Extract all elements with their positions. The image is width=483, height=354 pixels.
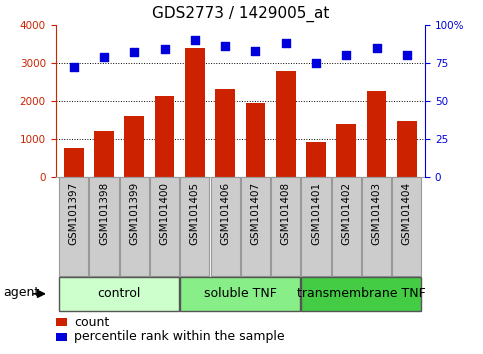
- FancyBboxPatch shape: [301, 277, 421, 311]
- Text: soluble TNF: soluble TNF: [204, 287, 277, 300]
- Text: control: control: [98, 287, 141, 300]
- FancyBboxPatch shape: [59, 177, 88, 276]
- Text: GSM101397: GSM101397: [69, 182, 79, 245]
- Bar: [155, 96, 174, 177]
- Point: [282, 40, 290, 46]
- Title: GDS2773 / 1429005_at: GDS2773 / 1429005_at: [152, 6, 329, 22]
- Bar: [185, 48, 205, 177]
- Point: [161, 46, 169, 52]
- FancyBboxPatch shape: [332, 177, 361, 276]
- Point: [252, 48, 259, 53]
- FancyBboxPatch shape: [59, 277, 179, 311]
- FancyBboxPatch shape: [180, 277, 300, 311]
- Point: [130, 49, 138, 55]
- Bar: [94, 131, 114, 177]
- FancyBboxPatch shape: [211, 177, 240, 276]
- Text: count: count: [74, 316, 109, 329]
- FancyBboxPatch shape: [241, 177, 270, 276]
- Bar: [64, 148, 84, 177]
- Text: GSM101406: GSM101406: [220, 182, 230, 245]
- Point: [70, 64, 78, 70]
- Bar: [245, 103, 265, 177]
- Point: [403, 52, 411, 58]
- Point: [373, 45, 381, 51]
- Bar: [337, 125, 356, 177]
- Text: GSM101403: GSM101403: [371, 182, 382, 245]
- Bar: [215, 90, 235, 177]
- Text: GSM101400: GSM101400: [159, 182, 170, 245]
- Text: GSM101401: GSM101401: [311, 182, 321, 245]
- Text: GSM101407: GSM101407: [251, 182, 260, 245]
- Bar: [56, 318, 67, 326]
- Text: GSM101399: GSM101399: [129, 182, 139, 245]
- Text: GSM101398: GSM101398: [99, 182, 109, 245]
- FancyBboxPatch shape: [362, 177, 391, 276]
- Bar: [125, 116, 144, 177]
- FancyBboxPatch shape: [180, 177, 210, 276]
- Bar: [397, 121, 417, 177]
- Text: agent: agent: [3, 286, 39, 298]
- Point: [312, 60, 320, 66]
- Text: GSM101405: GSM101405: [190, 182, 200, 245]
- Text: percentile rank within the sample: percentile rank within the sample: [74, 330, 284, 343]
- Point: [221, 43, 229, 49]
- FancyBboxPatch shape: [150, 177, 179, 276]
- Text: GSM101402: GSM101402: [341, 182, 351, 245]
- FancyBboxPatch shape: [89, 177, 118, 276]
- FancyBboxPatch shape: [120, 177, 149, 276]
- Bar: [276, 71, 296, 177]
- Text: transmembrane TNF: transmembrane TNF: [297, 287, 426, 300]
- Bar: [306, 142, 326, 177]
- FancyBboxPatch shape: [271, 177, 300, 276]
- Text: GSM101404: GSM101404: [402, 182, 412, 245]
- Bar: [56, 333, 67, 341]
- Text: GSM101408: GSM101408: [281, 182, 291, 245]
- FancyBboxPatch shape: [392, 177, 421, 276]
- Point: [100, 54, 108, 59]
- Point: [342, 52, 350, 58]
- FancyBboxPatch shape: [301, 177, 330, 276]
- Point: [191, 37, 199, 43]
- Bar: [367, 91, 386, 177]
